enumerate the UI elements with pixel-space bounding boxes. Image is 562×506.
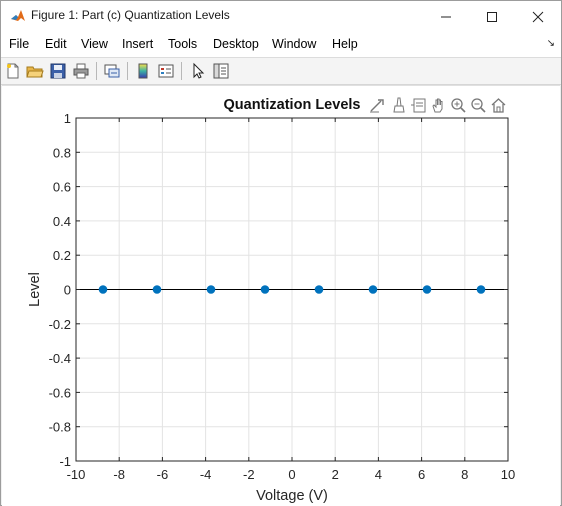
x-tick-label: 2 (332, 467, 339, 482)
data-point (152, 285, 162, 294)
close-icon (532, 11, 544, 22)
y-tick-label: 0.4 (53, 214, 71, 229)
x-tick-label: 4 (375, 467, 382, 482)
toolbar-separator (127, 62, 128, 80)
menu-tools[interactable]: Tools (168, 37, 198, 51)
home-icon[interactable] (490, 97, 507, 114)
data-point (206, 285, 216, 294)
y-tick-label: -0.8 (49, 420, 71, 435)
y-axis-label: Level (27, 272, 43, 307)
maximize-icon (487, 11, 497, 22)
x-tick-label: 6 (418, 467, 425, 482)
title-bar: Figure 1: Part (c) Quantization Levels (1, 1, 561, 32)
x-tick-label: 10 (501, 467, 515, 482)
save-icon[interactable] (49, 62, 67, 80)
open-file-icon[interactable] (26, 62, 44, 80)
export-icon[interactable] (369, 97, 386, 114)
toolbar-separator (96, 62, 97, 80)
print-icon[interactable] (72, 62, 90, 80)
data-point (476, 285, 486, 294)
chart-title: Quantization Levels (224, 97, 361, 113)
x-tick-label: -2 (243, 467, 255, 482)
y-tick-label: -0.6 (49, 385, 71, 400)
data-point (314, 285, 324, 294)
edit-plot-icon[interactable] (189, 62, 207, 80)
menu-file[interactable]: File (9, 37, 30, 51)
figure-toolbar (1, 58, 561, 85)
brush-icon[interactable] (390, 97, 407, 114)
menu-edit[interactable]: Edit (45, 37, 67, 51)
toolbar-separator (181, 62, 182, 80)
data-tips-icon[interactable] (410, 97, 427, 114)
window-title: Figure 1: Part (c) Quantization Levels (31, 8, 230, 22)
data-point (98, 285, 108, 294)
link-plot-icon[interactable] (103, 62, 121, 80)
y-tick-label: -0.4 (49, 351, 71, 366)
close-button[interactable] (515, 1, 561, 32)
menu-window[interactable]: Window (272, 37, 317, 51)
zoom-out-icon[interactable] (470, 97, 487, 114)
x-tick-label: 8 (461, 467, 468, 482)
y-tick-label: 0.6 (53, 180, 71, 195)
menu-desktop[interactable]: Desktop (213, 37, 259, 51)
x-tick-label: 0 (288, 467, 295, 482)
matlab-logo-icon (10, 8, 26, 24)
property-inspector-icon[interactable] (212, 62, 230, 80)
x-tick-label: -10 (67, 467, 86, 482)
data-point (260, 285, 270, 294)
dock-arrow-icon[interactable]: ↘ (546, 38, 555, 49)
minimize-icon (441, 16, 451, 17)
menu-view[interactable]: View (81, 37, 108, 51)
y-tick-label: 1 (64, 111, 71, 126)
plot-axes: -10 -8 -6 -4 -2 0 2 4 6 8 10 1 0.8 0.6 0.4 0.2 0 -0.2 -0.4… (27, 97, 515, 504)
maximize-button[interactable] (469, 1, 515, 32)
pan-icon[interactable] (430, 97, 447, 114)
x-tick-label: -4 (200, 467, 212, 482)
y-tick-label: 0 (64, 283, 71, 298)
new-figure-icon[interactable] (4, 62, 22, 80)
menu-help[interactable]: Help (332, 37, 358, 51)
data-point (422, 285, 432, 294)
figure-canvas: -10 -8 -6 -4 -2 0 2 4 6 8 10 1 0.8 0.6 0.4 0.2 0 -0.2 -0.4… (2, 85, 560, 506)
y-tick-label: 0.2 (53, 248, 71, 263)
menu-insert[interactable]: Insert (122, 37, 154, 51)
x-axis-label: Voltage (V) (256, 488, 328, 504)
insert-legend-icon[interactable] (157, 62, 175, 80)
x-tick-label: -6 (157, 467, 169, 482)
menu-bar: File Edit View Insert Tools Desktop Wind… (1, 32, 561, 58)
y-tick-label: -1 (59, 454, 71, 469)
x-tick-label: -8 (113, 467, 125, 482)
zoom-in-icon[interactable] (450, 97, 467, 114)
y-tick-label: 0.8 (53, 145, 71, 160)
minimize-button[interactable] (423, 1, 469, 32)
y-tick-label: -0.2 (49, 317, 71, 332)
insert-colorbar-icon[interactable] (134, 62, 152, 80)
data-point (368, 285, 378, 294)
